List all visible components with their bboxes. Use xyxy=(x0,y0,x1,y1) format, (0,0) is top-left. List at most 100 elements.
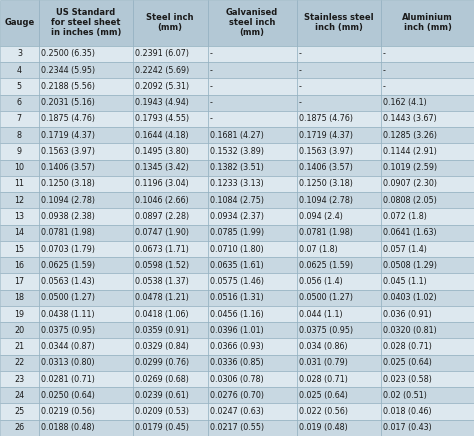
Text: -: - xyxy=(383,82,386,91)
Bar xyxy=(0,225,39,241)
Bar xyxy=(381,420,474,436)
Bar xyxy=(0,62,39,78)
Text: 0.0239 (0.61): 0.0239 (0.61) xyxy=(135,391,189,400)
Bar xyxy=(381,46,474,62)
Bar xyxy=(133,127,208,143)
Text: 0.056 (1.4): 0.056 (1.4) xyxy=(299,277,342,286)
Text: 0.1875 (4.76): 0.1875 (4.76) xyxy=(299,114,353,123)
Text: 12: 12 xyxy=(14,196,25,205)
Bar xyxy=(381,241,474,257)
Text: 0.0538 (1.37): 0.0538 (1.37) xyxy=(135,277,189,286)
Bar xyxy=(208,420,297,436)
Text: 26: 26 xyxy=(14,423,25,433)
Bar xyxy=(39,95,133,111)
Text: 0.072 (1.8): 0.072 (1.8) xyxy=(383,212,427,221)
Text: 0.2391 (6.07): 0.2391 (6.07) xyxy=(135,49,189,58)
Text: 0.2092 (5.31): 0.2092 (5.31) xyxy=(135,82,189,91)
Text: 0.1563 (3.97): 0.1563 (3.97) xyxy=(299,147,353,156)
Bar xyxy=(0,0,39,46)
Text: 0.1793 (4.55): 0.1793 (4.55) xyxy=(135,114,189,123)
Text: 0.028 (0.71): 0.028 (0.71) xyxy=(383,342,432,351)
Text: 0.2500 (6.35): 0.2500 (6.35) xyxy=(41,49,95,58)
Text: 17: 17 xyxy=(14,277,25,286)
Text: 0.034 (0.86): 0.034 (0.86) xyxy=(299,342,347,351)
Bar xyxy=(133,290,208,306)
Bar xyxy=(39,420,133,436)
Bar xyxy=(208,95,297,111)
Text: 0.0785 (1.99): 0.0785 (1.99) xyxy=(210,228,264,237)
Text: -: - xyxy=(210,98,212,107)
Text: 16: 16 xyxy=(14,261,25,270)
Bar xyxy=(381,143,474,160)
Text: 0.1196 (3.04): 0.1196 (3.04) xyxy=(135,180,188,188)
Text: US Standard
for steel sheet
in inches (mm): US Standard for steel sheet in inches (m… xyxy=(51,8,121,37)
Bar xyxy=(0,306,39,322)
Bar xyxy=(133,192,208,208)
Text: -: - xyxy=(210,114,212,123)
Text: 0.0281 (0.71): 0.0281 (0.71) xyxy=(41,375,95,384)
Text: 0.0403 (1.02): 0.0403 (1.02) xyxy=(383,293,437,302)
Text: 22: 22 xyxy=(14,358,25,368)
Bar xyxy=(133,225,208,241)
Bar xyxy=(208,241,297,257)
Bar xyxy=(381,403,474,420)
Text: 0.1094 (2.78): 0.1094 (2.78) xyxy=(41,196,95,205)
Text: -: - xyxy=(210,66,212,75)
Bar xyxy=(133,387,208,403)
Text: 0.0329 (0.84): 0.0329 (0.84) xyxy=(135,342,189,351)
Text: 0.0710 (1.80): 0.0710 (1.80) xyxy=(210,245,263,253)
Text: 0.031 (0.79): 0.031 (0.79) xyxy=(299,358,347,368)
Text: 0.0673 (1.71): 0.0673 (1.71) xyxy=(135,245,189,253)
Bar xyxy=(208,176,297,192)
Text: 0.0897 (2.28): 0.0897 (2.28) xyxy=(135,212,189,221)
Bar xyxy=(297,62,381,78)
Text: 0.028 (0.71): 0.028 (0.71) xyxy=(299,375,347,384)
Bar xyxy=(133,420,208,436)
Bar xyxy=(133,78,208,95)
Bar xyxy=(381,78,474,95)
Bar xyxy=(133,371,208,387)
Text: 0.0269 (0.68): 0.0269 (0.68) xyxy=(135,375,189,384)
Bar xyxy=(0,143,39,160)
Bar xyxy=(0,290,39,306)
Text: 0.0781 (1.98): 0.0781 (1.98) xyxy=(299,228,353,237)
Bar xyxy=(208,62,297,78)
Text: 0.2344 (5.95): 0.2344 (5.95) xyxy=(41,66,95,75)
Bar xyxy=(297,192,381,208)
Text: 0.044 (1.1): 0.044 (1.1) xyxy=(299,310,342,319)
Bar xyxy=(208,225,297,241)
Bar xyxy=(0,208,39,225)
Text: 0.0456 (1.16): 0.0456 (1.16) xyxy=(210,310,263,319)
Text: 0.2188 (5.56): 0.2188 (5.56) xyxy=(41,82,95,91)
Bar xyxy=(297,160,381,176)
Bar xyxy=(39,355,133,371)
Text: 0.0219 (0.56): 0.0219 (0.56) xyxy=(41,407,95,416)
Text: 0.1046 (2.66): 0.1046 (2.66) xyxy=(135,196,188,205)
Bar xyxy=(133,111,208,127)
Bar xyxy=(381,257,474,273)
Bar xyxy=(0,387,39,403)
Bar xyxy=(381,176,474,192)
Bar xyxy=(297,403,381,420)
Text: Galvanised
steel inch
(mm): Galvanised steel inch (mm) xyxy=(226,8,278,37)
Bar xyxy=(297,420,381,436)
Text: 0.1532 (3.89): 0.1532 (3.89) xyxy=(210,147,264,156)
Text: 0.0209 (0.53): 0.0209 (0.53) xyxy=(135,407,189,416)
Bar xyxy=(39,403,133,420)
Bar xyxy=(381,111,474,127)
Bar xyxy=(297,95,381,111)
Text: -: - xyxy=(299,98,301,107)
Text: 0.0703 (1.79): 0.0703 (1.79) xyxy=(41,245,95,253)
Text: -: - xyxy=(383,66,386,75)
Bar xyxy=(0,355,39,371)
Bar xyxy=(297,290,381,306)
Bar xyxy=(208,160,297,176)
Text: 0.07 (1.8): 0.07 (1.8) xyxy=(299,245,337,253)
Bar xyxy=(208,371,297,387)
Text: 9: 9 xyxy=(17,147,22,156)
Text: -: - xyxy=(299,49,301,58)
Text: 0.019 (0.48): 0.019 (0.48) xyxy=(299,423,347,433)
Bar xyxy=(39,160,133,176)
Text: 0.1094 (2.78): 0.1094 (2.78) xyxy=(299,196,353,205)
Bar xyxy=(297,225,381,241)
